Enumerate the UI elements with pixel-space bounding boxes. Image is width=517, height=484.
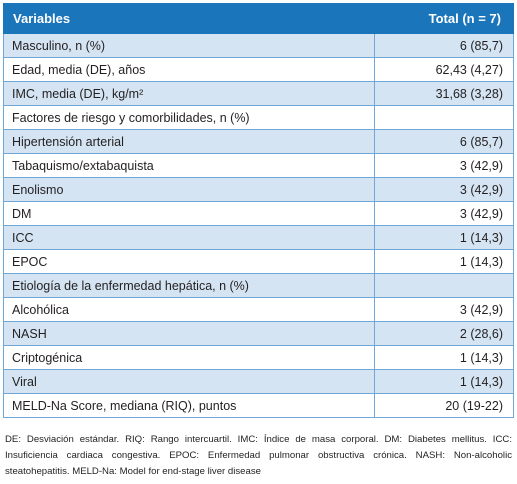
row-value: 3 (42,9) <box>374 201 514 226</box>
row-label: IMC, media (DE), kg/m² <box>3 81 375 106</box>
row-value: 3 (42,9) <box>374 177 514 202</box>
row-value: 1 (14,3) <box>374 225 514 250</box>
table-row: Factores de riesgo y comorbilidades, n (… <box>3 105 514 130</box>
table-row: Viral 1 (14,3) <box>3 369 514 394</box>
row-label: ICC <box>3 225 375 250</box>
row-label: DM <box>3 201 375 226</box>
table-row: Masculino, n (%) 6 (85,7) <box>3 33 514 58</box>
row-value: 3 (42,9) <box>374 297 514 322</box>
row-value: 1 (14,3) <box>374 369 514 394</box>
table-row: EPOC 1 (14,3) <box>3 249 514 274</box>
table-row: Hipertensión arterial 6 (85,7) <box>3 129 514 154</box>
table-row: Enolismo 3 (42,9) <box>3 177 514 202</box>
row-label: Factores de riesgo y comorbilidades, n (… <box>3 105 375 130</box>
row-value: 6 (85,7) <box>374 33 514 58</box>
table-row: Criptogénica 1 (14,3) <box>3 345 514 370</box>
table-header-row: Variables Total (n = 7) <box>3 3 514 34</box>
row-label: Viral <box>3 369 375 394</box>
row-value: 20 (19-22) <box>374 393 514 418</box>
table-row: Etiología de la enfermedad hepática, n (… <box>3 273 514 298</box>
table-row: Tabaquismo/extabaquista 3 (42,9) <box>3 153 514 178</box>
row-label: Enolismo <box>3 177 375 202</box>
header-total: Total (n = 7) <box>374 3 514 34</box>
row-value <box>374 273 514 298</box>
row-value: 6 (85,7) <box>374 129 514 154</box>
row-label: NASH <box>3 321 375 346</box>
row-label: Tabaquismo/extabaquista <box>3 153 375 178</box>
row-label: Criptogénica <box>3 345 375 370</box>
header-variables: Variables <box>3 3 375 34</box>
row-label: EPOC <box>3 249 375 274</box>
row-value: 3 (42,9) <box>374 153 514 178</box>
row-value: 31,68 (3,28) <box>374 81 514 106</box>
table-footnote: DE: Desviación estándar. RIQ: Rango inte… <box>5 434 512 477</box>
row-label: Etiología de la enfermedad hepática, n (… <box>3 273 375 298</box>
table-row: NASH 2 (28,6) <box>3 321 514 346</box>
row-value <box>374 105 514 130</box>
row-label: Edad, media (DE), años <box>3 57 375 82</box>
table-row: Edad, media (DE), años 62,43 (4,27) <box>3 57 514 82</box>
demographics-table: Variables Total (n = 7) Masculino, n (%)… <box>3 3 514 418</box>
row-label: MELD-Na Score, mediana (RIQ), puntos <box>3 393 375 418</box>
row-label: Hipertensión arterial <box>3 129 375 154</box>
row-value: 62,43 (4,27) <box>374 57 514 82</box>
table-row: Alcohólica 3 (42,9) <box>3 297 514 322</box>
table-row: DM 3 (42,9) <box>3 201 514 226</box>
table-row: IMC, media (DE), kg/m² 31,68 (3,28) <box>3 81 514 106</box>
row-value: 1 (14,3) <box>374 345 514 370</box>
row-value: 1 (14,3) <box>374 249 514 274</box>
row-label: Masculino, n (%) <box>3 33 375 58</box>
table-row: ICC 1 (14,3) <box>3 225 514 250</box>
table-row: MELD-Na Score, mediana (RIQ), puntos 20 … <box>3 393 514 418</box>
row-label: Alcohólica <box>3 297 375 322</box>
row-value: 2 (28,6) <box>374 321 514 346</box>
